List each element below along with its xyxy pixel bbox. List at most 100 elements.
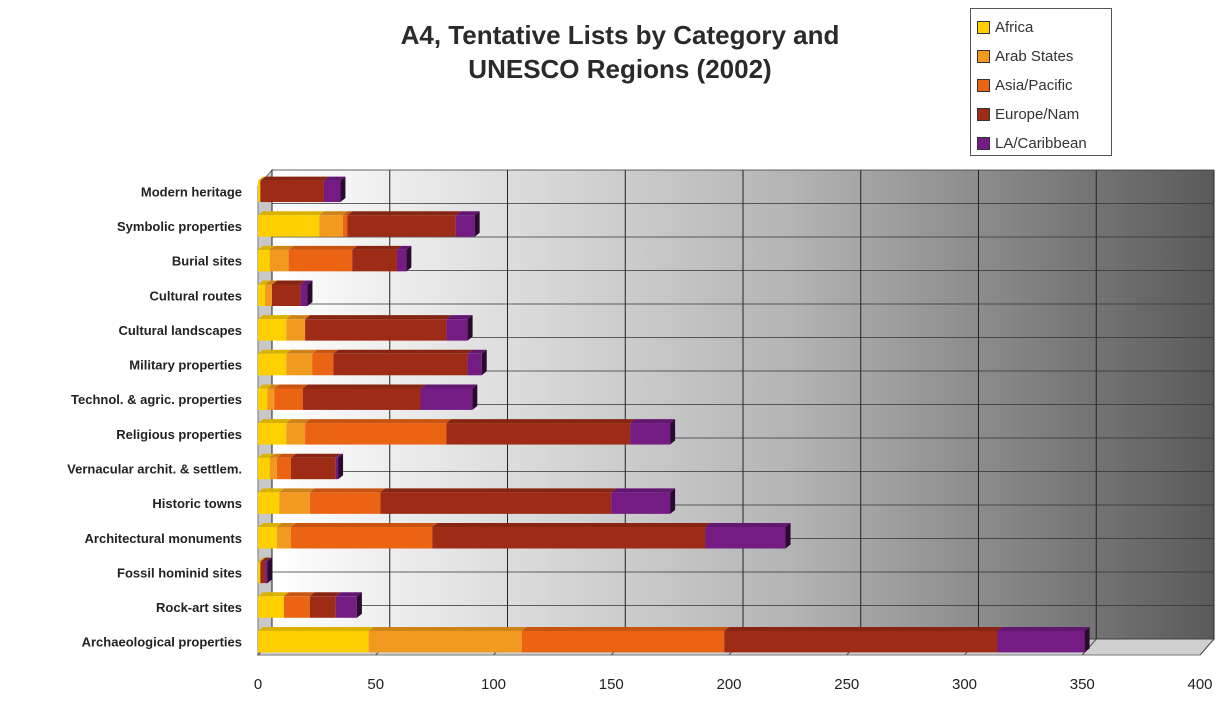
bar-segment xyxy=(258,349,292,376)
bar-segment-front xyxy=(521,630,725,653)
bar-segment xyxy=(258,626,374,653)
bar-segment xyxy=(309,488,386,514)
category-label: Technol. & agric. properties xyxy=(71,392,242,407)
category-label: Religious properties xyxy=(116,427,242,442)
bar-segment xyxy=(305,419,452,445)
category-label: Rock-art sites xyxy=(156,600,242,615)
bar-segment-top xyxy=(305,419,452,424)
x-tick-label: 300 xyxy=(952,676,977,693)
bar-segment-front xyxy=(290,527,433,549)
bar-segment xyxy=(290,523,438,549)
bar-segment-top xyxy=(258,315,292,320)
bar-segment-top xyxy=(335,592,362,597)
bar-segment-top xyxy=(286,349,318,354)
bar-segment xyxy=(267,384,280,410)
bar-segment-top xyxy=(288,245,358,250)
plot-background xyxy=(256,168,1216,657)
bar-segment-top xyxy=(455,211,480,216)
bar-segment-front xyxy=(302,388,421,410)
bar-segment-front xyxy=(323,180,341,203)
bar-segment-front xyxy=(265,284,273,306)
bar-segment-top xyxy=(446,315,473,320)
bar-segment xyxy=(380,488,617,514)
bar-segment-front xyxy=(283,596,310,618)
legend-item: Asia/Pacific xyxy=(977,71,1111,100)
category-labels: Modern heritage Symbolic properties Burial… xyxy=(67,184,242,649)
bar-segment-front xyxy=(260,180,324,203)
legend-item: Arab States xyxy=(977,42,1111,71)
bar-segment-top xyxy=(312,349,339,354)
bar-segment xyxy=(286,419,311,445)
bar-segment-front xyxy=(455,215,475,237)
bar-segment-front xyxy=(333,353,468,376)
bar-segment-top xyxy=(258,488,285,493)
category-label: Military properties xyxy=(129,358,242,373)
legend-label: Europe/Nam xyxy=(995,106,1080,123)
bar-segment-top xyxy=(258,245,275,250)
legend-label: Africa xyxy=(995,19,1034,36)
bar-end-cap xyxy=(267,557,273,584)
chart-title: A4, Tentative Lists by Category and UNES… xyxy=(400,20,840,84)
bar-segment-front xyxy=(997,630,1085,653)
bar-segment-top xyxy=(347,211,461,216)
bar-end-cap xyxy=(1084,626,1090,653)
x-tick-label: 250 xyxy=(834,676,859,693)
x-tick-label: 150 xyxy=(599,676,624,693)
x-tick-label: 200 xyxy=(716,676,741,693)
category-label: Architectural monuments xyxy=(85,531,242,546)
bar-segment-front xyxy=(335,596,357,618)
bar-segment-front xyxy=(347,215,456,237)
bar-segment-top xyxy=(335,453,344,458)
bar-segment-front xyxy=(312,353,334,376)
bar-segment-top xyxy=(309,592,341,597)
bar-segment xyxy=(305,315,452,341)
gridlines xyxy=(257,169,1215,656)
legend-item: LA/Caribbean xyxy=(977,129,1111,158)
bar-segment xyxy=(352,245,402,272)
bar-segment-top xyxy=(309,488,386,493)
x-tick-label: 350 xyxy=(1070,676,1095,693)
bar-segment-top xyxy=(276,523,296,528)
bar-segment-top xyxy=(258,176,266,181)
bar-segment-top xyxy=(276,453,296,458)
bar-end-cap xyxy=(472,384,478,410)
bar-segment-front xyxy=(274,388,303,410)
bar-segment xyxy=(467,349,487,376)
bar-segment xyxy=(347,211,461,237)
bar-segment-top xyxy=(420,384,478,389)
bar-segment xyxy=(335,592,362,618)
bar-segment-top xyxy=(521,626,730,631)
category-label: Symbolic properties xyxy=(117,219,242,234)
bar-segment-top xyxy=(286,315,311,320)
bar-segment-front xyxy=(420,388,473,410)
legend-swatch xyxy=(977,108,990,121)
bar-segment-top xyxy=(258,453,275,458)
bar-segment xyxy=(309,592,341,618)
category-label: Vernacular archit. & settlem. xyxy=(67,461,242,476)
bar-segment-top xyxy=(446,419,636,424)
bars xyxy=(258,176,1090,653)
bar-segment-front xyxy=(446,423,631,445)
category-label: Cultural landscapes xyxy=(118,323,242,338)
bar-segment xyxy=(265,280,278,306)
bar-segment xyxy=(333,349,473,376)
legend-swatch xyxy=(977,50,990,63)
bar-segment xyxy=(276,523,296,549)
bar-segment xyxy=(342,211,353,237)
bar-segment-top xyxy=(286,419,311,424)
bar-segment-top xyxy=(352,245,402,250)
bar-segment-top xyxy=(724,626,1003,631)
bar-end-cap xyxy=(474,211,480,237)
bar-segment-front xyxy=(705,527,786,549)
bar-segment xyxy=(335,453,344,480)
bar-segment-top xyxy=(705,523,791,528)
bar-segment xyxy=(290,453,341,480)
bar-segment-top xyxy=(368,626,527,631)
bar-segment xyxy=(432,523,711,549)
bar-segment-front xyxy=(260,561,266,584)
legend-label: Asia/Pacific xyxy=(995,77,1073,94)
bar-segment xyxy=(258,592,289,618)
bar-segment-top xyxy=(333,349,473,354)
bar-segment-top xyxy=(342,211,353,216)
bar-end-cap xyxy=(785,523,791,549)
